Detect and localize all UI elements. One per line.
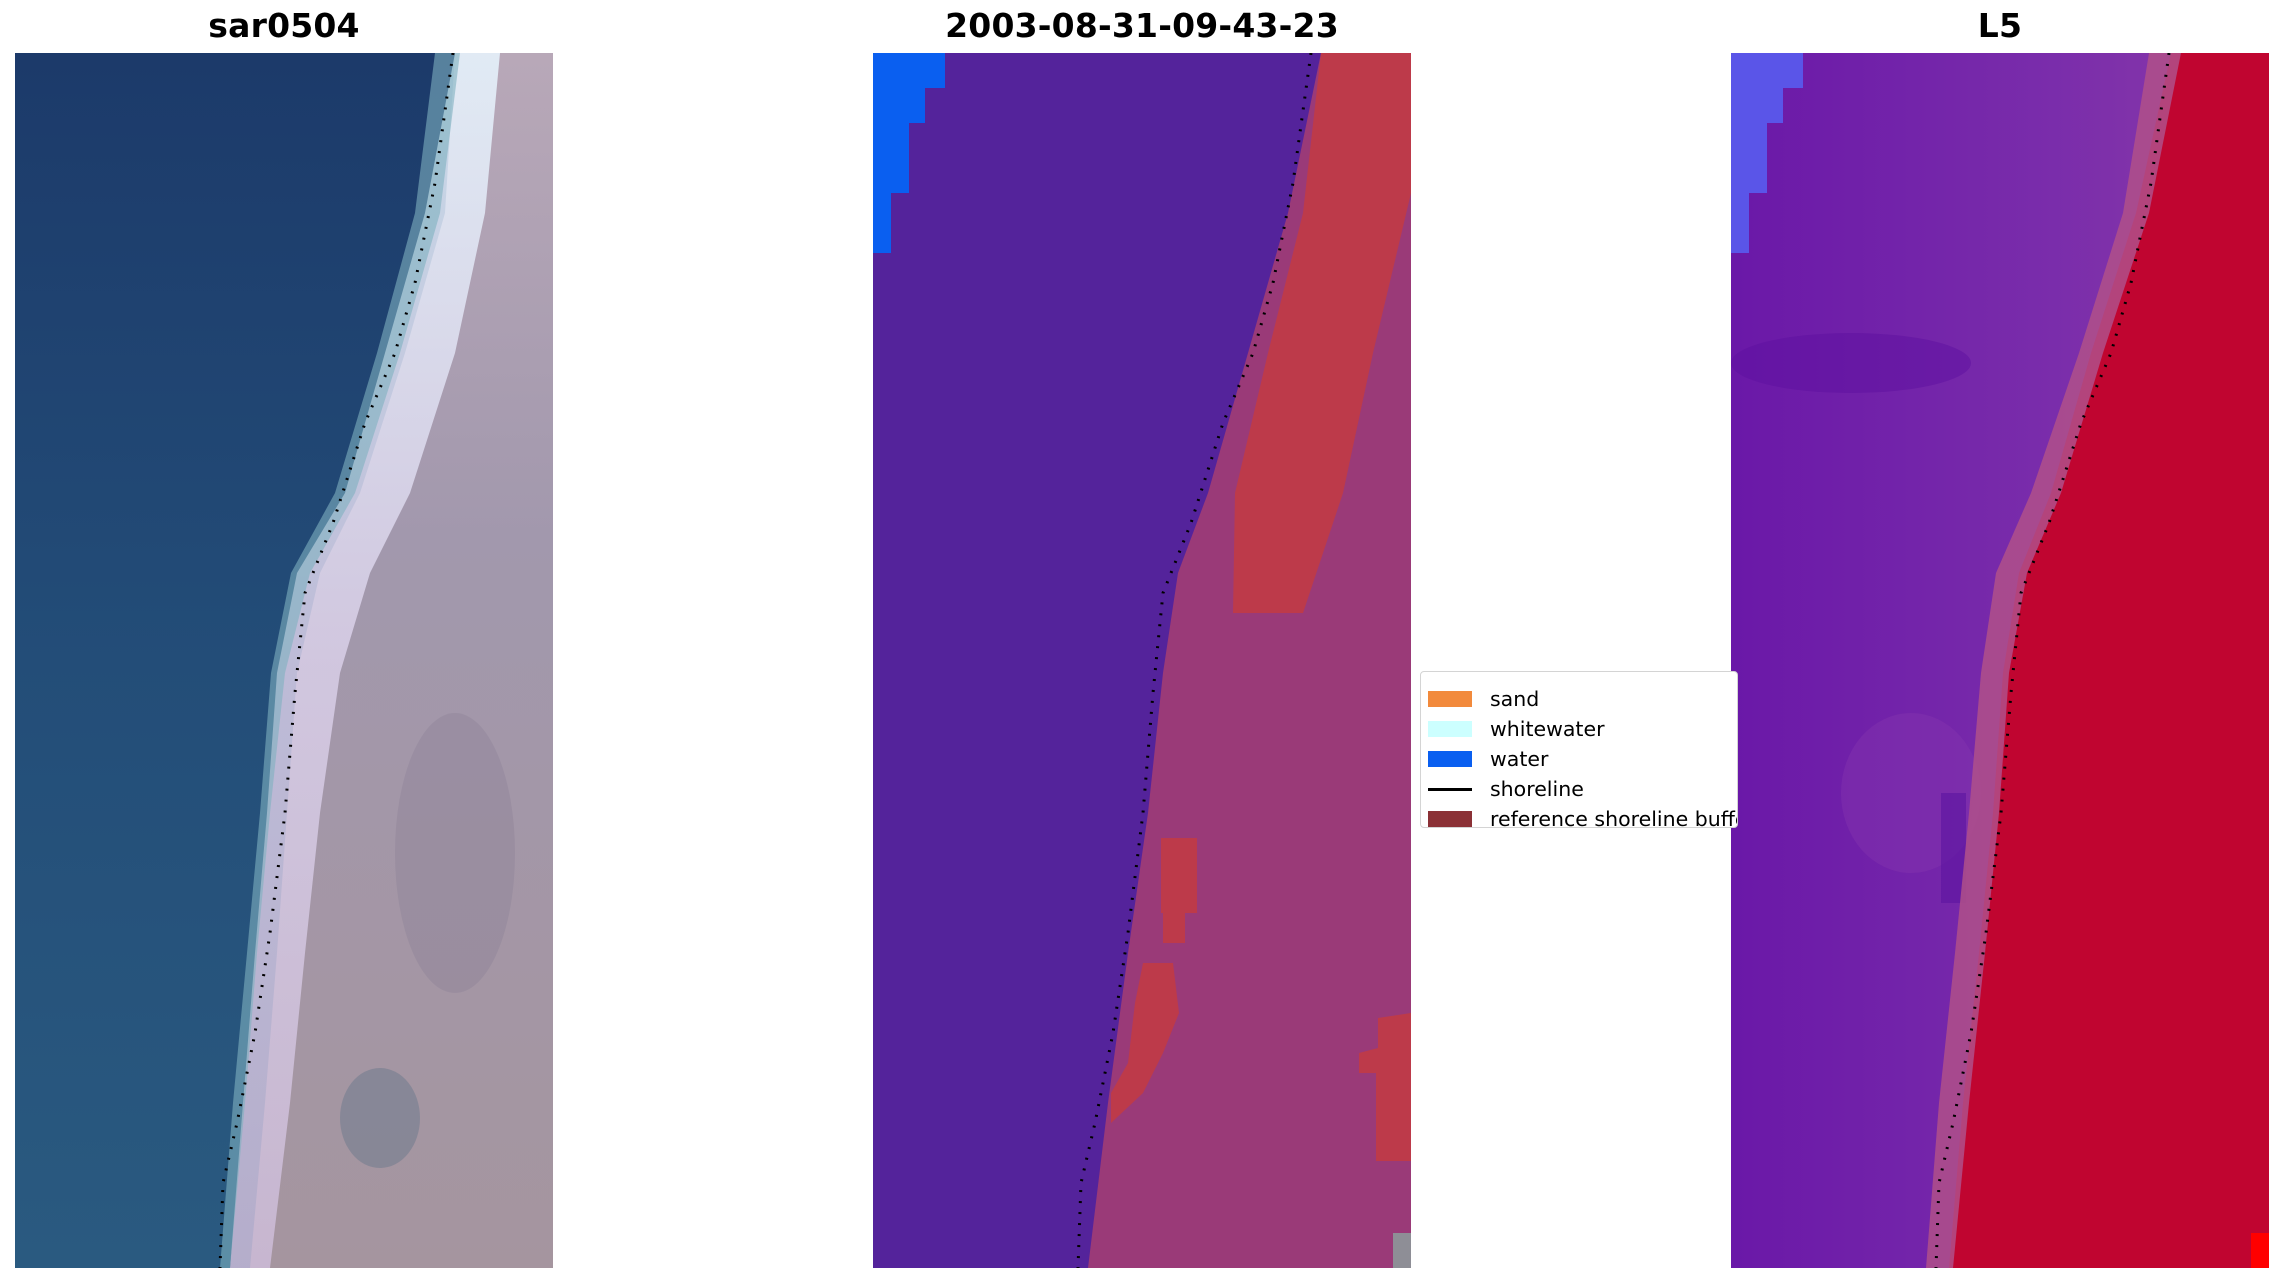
water-swatch [1428, 751, 1472, 767]
rgb-image [15, 53, 553, 1268]
legend: sand whitewater water shoreline referenc… [1420, 671, 1738, 828]
panel-title-rgb: sar0504 [208, 6, 360, 45]
panel-title-mndwi: L5 [1977, 6, 2023, 45]
panel-title-classification: 2003-08-31-09-43-23 [945, 6, 1339, 45]
land-area [250, 53, 553, 1268]
index-image [1731, 53, 2269, 1268]
rgb-image-svg [15, 53, 553, 1268]
legend-label: sand [1490, 687, 1540, 711]
panel-mndwi: L5 [1731, 0, 2269, 1283]
reference-buffer-swatch [1428, 811, 1472, 827]
legend-item-sand: sand [1428, 684, 1539, 714]
classification-image-svg [873, 53, 1411, 1268]
legend-item-water: water [1428, 744, 1548, 774]
legend-label: reference shoreline buffer [1490, 807, 1738, 828]
legend-label: water [1490, 747, 1549, 771]
index-image-svg [1731, 53, 2269, 1268]
legend-label: shoreline [1490, 777, 1584, 801]
sand-swatch [1428, 691, 1472, 707]
legend-item-reference-buffer: reference shoreline buffer [1428, 804, 1738, 828]
legend-item-whitewater: whitewater [1428, 714, 1605, 744]
surf-zone [230, 53, 500, 1268]
shoreline-line-swatch [1428, 787, 1472, 791]
legend-label: whitewater [1490, 717, 1605, 741]
water-bright [873, 53, 945, 253]
index-land [1949, 53, 2269, 1268]
classification-image [873, 53, 1411, 1268]
legend-item-shoreline: shoreline [1428, 774, 1584, 804]
panel-rgb: sar0504 [15, 0, 553, 1283]
whitewater-swatch [1428, 721, 1472, 737]
panel-classification: 2003-08-31-09-43-23 [873, 0, 1411, 1283]
